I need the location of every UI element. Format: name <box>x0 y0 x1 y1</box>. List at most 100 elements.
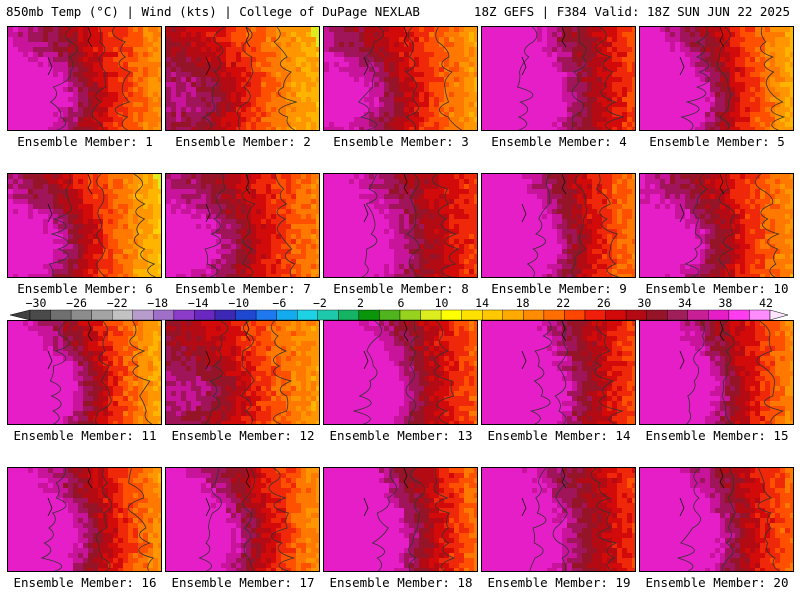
height-contour <box>516 27 538 130</box>
colorbar-swatch <box>584 309 606 321</box>
height-contour <box>406 174 420 277</box>
boundary-line <box>521 27 567 76</box>
temperature-map-12 <box>166 321 319 424</box>
colorbar-swatch <box>440 309 462 321</box>
ensemble-panel-10 <box>639 173 794 278</box>
boundary-line <box>205 468 251 517</box>
colorbar-swatch <box>482 309 503 321</box>
ensemble-panel-17 <box>165 467 320 572</box>
colorbar-swatch <box>112 309 133 321</box>
colorbar-tick: 10 <box>434 296 449 310</box>
colorbar-swatch <box>749 309 771 321</box>
height-contour <box>680 27 710 130</box>
height-contour <box>273 27 297 130</box>
ensemble-panel-5 <box>639 26 794 131</box>
height-contour <box>353 321 382 424</box>
ensemble-panel-11 <box>7 320 162 425</box>
temperature-map-8 <box>324 174 477 277</box>
colorbar-arrow-right <box>769 309 789 321</box>
colorbar-swatch <box>667 309 688 321</box>
member-caption: Ensemble Member: 2 <box>175 134 311 149</box>
member-caption: Ensemble Member: 14 <box>487 428 631 443</box>
height-contour <box>275 174 296 277</box>
ensemble-panel-4 <box>481 26 636 131</box>
height-contour <box>237 27 254 130</box>
colorbar-swatch <box>399 309 421 321</box>
colorbar-tick: 2 <box>356 296 364 310</box>
boundary-line <box>679 468 725 517</box>
colorbar-swatch <box>338 309 360 321</box>
height-contour <box>133 174 157 277</box>
colorbar-swatch <box>297 309 318 321</box>
height-contour <box>595 27 624 130</box>
colorbar-swatch <box>625 309 647 321</box>
colorbar-tick: 34 <box>677 296 692 310</box>
colorbar-tick: 42 <box>759 296 773 310</box>
colorbar-tick: 26 <box>596 296 611 310</box>
boundary-line <box>679 174 725 223</box>
height-contour <box>755 174 780 277</box>
colorbar-swatch <box>728 309 750 321</box>
colorbar-swatches <box>9 309 789 321</box>
map-title: 850mb Temp (°C) | Wind (kts) | College o… <box>6 4 420 19</box>
colorbar-swatch <box>91 309 113 321</box>
height-contour <box>594 321 625 424</box>
colorbar-swatch <box>70 309 92 321</box>
ensemble-panel-15 <box>639 320 794 425</box>
colorbar-swatch <box>564 309 586 321</box>
height-contour <box>40 468 67 571</box>
ensemble-panel-16 <box>7 467 162 572</box>
height-contour <box>432 174 460 277</box>
height-contour <box>405 321 419 424</box>
colorbar-swatch <box>708 309 730 321</box>
temperature-map-14 <box>482 321 635 424</box>
boundary-line <box>363 468 409 517</box>
ensemble-panel-19 <box>481 467 636 572</box>
member-caption: Ensemble Member: 20 <box>645 575 789 590</box>
colorbar-tick: 6 <box>397 296 405 310</box>
temperature-map-5 <box>640 27 793 130</box>
height-contour <box>268 468 296 571</box>
boundary-line <box>205 321 251 370</box>
temperature-map-4 <box>482 27 635 130</box>
height-contour <box>240 321 255 424</box>
boundary-line <box>363 27 409 76</box>
boundary-line <box>521 174 567 223</box>
height-contour <box>361 174 378 277</box>
height-contour <box>358 27 385 130</box>
colorbar-swatch <box>461 309 483 321</box>
colorbar-swatch <box>317 309 339 321</box>
boundary-line <box>521 468 567 517</box>
height-contour <box>526 174 551 277</box>
height-contour <box>760 27 786 130</box>
colorbar-tick: −30 <box>25 296 47 310</box>
colorbar-tick: −22 <box>106 296 128 310</box>
boundary-line <box>679 27 725 76</box>
boundary-line <box>679 321 725 370</box>
temperature-map-11 <box>8 321 161 424</box>
member-caption: Ensemble Member: 15 <box>645 428 789 443</box>
height-contour <box>242 468 256 571</box>
boundary-line <box>363 174 409 223</box>
height-contour <box>198 468 222 571</box>
colorbar-swatch <box>132 309 154 321</box>
member-caption: Ensemble Member: 17 <box>171 575 315 590</box>
temperature-map-2 <box>166 27 319 130</box>
colorbar-swatch <box>235 309 257 321</box>
colorbar-tick: −2 <box>312 296 327 310</box>
ensemble-panel-9 <box>481 173 636 278</box>
boundary-line <box>205 174 251 223</box>
height-contour <box>554 321 569 424</box>
height-contour <box>204 174 226 277</box>
height-contour <box>571 174 587 277</box>
colorbar-swatch <box>194 309 216 321</box>
height-contour <box>202 27 226 130</box>
height-contour <box>49 27 78 130</box>
height-contour <box>204 321 229 424</box>
ensemble-panel-20 <box>639 467 794 572</box>
height-contour <box>677 468 701 571</box>
boundary-line <box>47 27 93 76</box>
temperature-map-20 <box>640 468 793 571</box>
colorbar-tick: 30 <box>637 296 652 310</box>
height-contour <box>129 321 153 424</box>
